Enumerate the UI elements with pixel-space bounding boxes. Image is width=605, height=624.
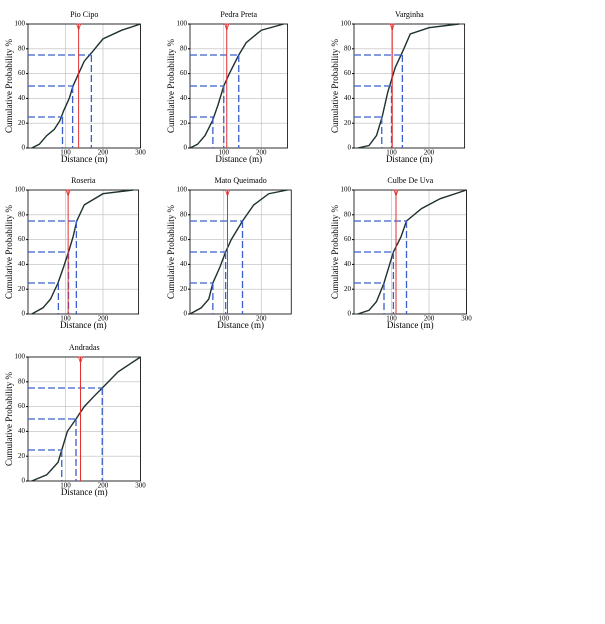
y-tick-label: 100 [177, 186, 188, 194]
x-tick-label: 100 [386, 315, 397, 323]
y-tick-label: 40 [344, 94, 352, 102]
x-tick-label: 300 [461, 315, 472, 323]
y-tick-label: 100 [15, 353, 26, 361]
y-tick-label: 60 [180, 235, 188, 243]
mean-marker [393, 189, 399, 198]
y-tick-label: 80 [18, 377, 26, 385]
chart-title: Mato Queimado [215, 176, 267, 185]
x-axis-label: Distance (m) [386, 154, 433, 164]
y-tick-label: 20 [18, 119, 26, 127]
x-tick-label: 200 [424, 315, 435, 323]
y-tick-label: 20 [18, 285, 26, 293]
y-tick-label: 40 [180, 94, 188, 102]
x-axis-label: Distance (m) [60, 320, 107, 330]
y-tick-label: 40 [18, 260, 26, 268]
x-axis-label: Distance (m) [387, 320, 434, 330]
cdf-line [357, 23, 460, 149]
y-axis-label: Cumulative Probability % [166, 205, 176, 299]
x-axis-label: Distance (m) [217, 320, 264, 330]
x-axis-label: Distance (m) [61, 154, 108, 164]
chart-title: Pio Cipo [70, 10, 98, 19]
y-tick-label: 60 [18, 69, 26, 77]
y-tick-label: 60 [344, 235, 352, 243]
x-axis-label: Distance (m) [61, 487, 108, 497]
y-tick-label: 100 [341, 20, 352, 28]
y-tick-label: 80 [344, 210, 352, 218]
y-tick-label: 100 [15, 186, 26, 194]
y-tick-label: 20 [18, 452, 26, 460]
y-tick-label: 40 [18, 427, 26, 435]
y-tick-label: 60 [18, 402, 26, 410]
x-tick-label: 100 [219, 149, 230, 157]
x-tick-label: 200 [98, 149, 109, 157]
chart-panel: Andradas Cumulative Probability % Distance… [4, 343, 146, 497]
y-tick-label: 20 [180, 285, 188, 293]
x-tick-label: 200 [424, 149, 435, 157]
y-tick-label: 20 [344, 285, 352, 293]
chart-panel: Mato Queimado Cumulative Probability % Dis… [166, 176, 292, 330]
chart-panel: Pio Cipo Cumulative Probability % Distance… [4, 10, 146, 164]
y-tick-label: 80 [18, 44, 26, 52]
chart-panel: Roseria Cumulative Probability % Distance … [4, 176, 140, 330]
y-tick-label: 100 [341, 186, 352, 194]
y-axis-label: Cumulative Probability % [4, 39, 14, 133]
chart-title: Pedra Preta [220, 10, 257, 19]
x-tick-label: 100 [60, 149, 71, 157]
chart-title: Varginha [395, 10, 424, 19]
x-axis-label: Distance (m) [215, 154, 262, 164]
y-tick-label: 20 [180, 119, 188, 127]
x-tick-label: 300 [135, 482, 146, 490]
mean-marker [224, 23, 230, 32]
cdf-line [31, 23, 141, 149]
mean-marker [224, 189, 231, 198]
x-tick-label: 100 [386, 149, 397, 157]
y-tick-label: 0 [184, 310, 188, 318]
y-tick-label: 100 [15, 20, 26, 28]
chart-panel: Varginha Cumulative Probability % Distance… [330, 10, 466, 164]
y-axis-label: Cumulative Probability % [330, 39, 340, 133]
y-axis-label: Cumulative Probability % [330, 205, 340, 299]
y-axis-label: Cumulative Probability % [4, 205, 14, 299]
y-tick-label: 40 [180, 260, 188, 268]
y-tick-label: 60 [18, 235, 26, 243]
x-tick-label: 200 [256, 315, 267, 323]
y-tick-label: 80 [344, 44, 352, 52]
y-tick-label: 0 [22, 310, 26, 318]
x-tick-label: 100 [60, 482, 71, 490]
chart-title: Roseria [71, 176, 96, 185]
y-tick-label: 40 [344, 260, 352, 268]
y-tick-label: 40 [18, 94, 26, 102]
y-tick-label: 60 [344, 69, 352, 77]
mean-marker [65, 189, 71, 198]
x-tick-label: 200 [98, 482, 109, 490]
y-axis-label: Cumulative Probability % [166, 39, 176, 133]
y-tick-label: 60 [180, 69, 188, 77]
y-tick-label: 20 [344, 119, 352, 127]
chart-title: Andradas [69, 343, 100, 352]
y-tick-label: 0 [22, 477, 26, 485]
y-tick-label: 80 [180, 44, 188, 52]
chart-title: Culbe De Uva [387, 176, 433, 185]
y-axis-label: Cumulative Probability % [4, 372, 14, 466]
chart-panel: Culbe De Uva Cumulative Probability % Dist… [330, 176, 472, 330]
y-tick-label: 0 [348, 310, 352, 318]
mean-marker [77, 356, 84, 365]
y-tick-label: 0 [348, 144, 352, 152]
y-tick-label: 0 [184, 144, 188, 152]
y-tick-label: 80 [180, 210, 188, 218]
y-tick-label: 0 [22, 144, 26, 152]
x-tick-label: 100 [60, 315, 71, 323]
x-tick-label: 100 [219, 315, 230, 323]
x-tick-label: 300 [135, 149, 146, 157]
x-tick-label: 200 [256, 149, 267, 157]
y-tick-label: 80 [18, 210, 26, 218]
y-tick-label: 100 [177, 20, 188, 28]
mean-marker [76, 23, 82, 32]
x-tick-label: 200 [98, 315, 109, 323]
chart-panel: Pedra Preta Cumulative Probability % Dista… [166, 10, 288, 164]
mean-marker [389, 23, 395, 32]
